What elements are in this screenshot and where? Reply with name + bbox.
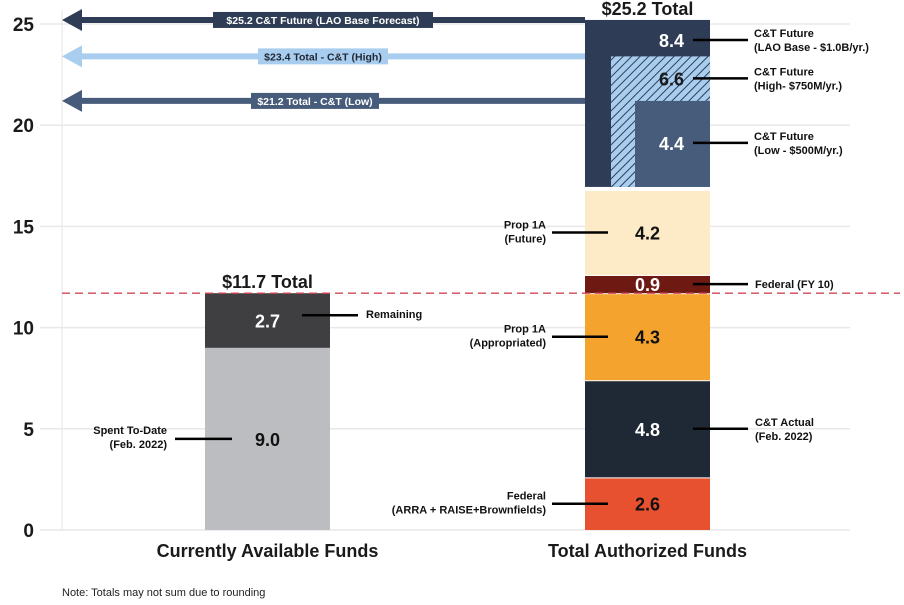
arrow-head [62,45,82,68]
x-axis: Currently Available Funds Total Authorize… [157,541,747,561]
x-category-label: Currently Available Funds [157,541,379,561]
bars [205,19,710,530]
segment-name-label: (Feb. 2022) [755,431,813,443]
footnote: Note: Totals may not sum due to rounding [62,587,265,599]
y-axis: 0 5 10 15 20 25 [13,15,35,542]
bar-total-label: $25.2 Total [602,0,694,19]
segment-name-label: Remaining [366,309,422,321]
arrow-head [62,89,82,112]
segment-value-label: 4.8 [635,420,660,440]
segment-value-label: 4.3 [635,328,660,348]
segment-name-label: Federal [507,491,546,503]
y-tick-label: 0 [23,521,34,542]
segment-value-label: 4.2 [635,223,660,243]
segment-value-label: 8.4 [659,31,684,51]
y-tick-label: 20 [13,116,34,137]
segment-name-label: C&T Future [754,28,814,40]
y-tick-label: 5 [23,420,34,441]
segment-name-label: Federal (FY 10) [755,279,834,291]
segment-name-label: Prop 1A [504,219,546,231]
segment-name-label: Prop 1A [504,324,546,336]
bar-total-label: $11.7 Total [222,272,313,292]
bar-segment [205,293,330,348]
segment-value-label: 9.0 [255,430,280,450]
segment-value-label: 6.6 [659,69,684,89]
segment-name-label: C&T Future [754,131,814,143]
segment-name-label: (Low - $500M/yr.) [754,145,843,157]
arrow-label: $23.4 Total - C&T (High) [264,51,382,63]
arrow-label-box [258,48,388,65]
x-category-label: Total Authorized Funds [548,541,747,561]
y-tick-label: 25 [13,15,35,36]
arrow-label-box [213,11,433,28]
segment-name-label: (High- $750M/yr.) [754,80,842,92]
segment-name-label: (ARRA + RAISE+Brownfields) [392,505,547,517]
segment-name-label: (Appropriated) [470,338,547,350]
y-tick-label: 15 [13,217,35,238]
bar-segment [585,275,710,294]
bar-segment [585,381,710,478]
segment-name-label: Spent To-Date [93,425,167,437]
segment-name-label: (LAO Base - $1.0B/yr.) [754,42,869,54]
segment-name-label: (Feb. 2022) [110,439,168,451]
y-tick-label: 10 [13,319,34,340]
forecast-arrows: $25.2 C&T Future (LAO Base Forecast) $23.… [62,8,585,112]
segment-value-label: 0.9 [635,275,660,295]
segment-value-label: 2.6 [635,495,660,515]
segment-name-label: (Future) [504,233,546,245]
arrow-label-box [251,92,379,109]
gridlines [40,10,850,531]
segment-value-label: 2.7 [255,312,280,332]
arrow-head [62,8,82,31]
segment-value-label: 4.4 [659,134,684,154]
arrow-label: $21.2 Total - C&T (Low) [257,96,372,108]
segment-labels: 9.0 Spent To-Date (Feb. 2022) 2.7 Remaining $… [93,0,869,517]
arrow-label: $25.2 C&T Future (LAO Base Forecast) [226,15,419,27]
segment-name-label: C&T Actual [755,417,814,429]
segment-name-label: C&T Future [754,66,814,78]
